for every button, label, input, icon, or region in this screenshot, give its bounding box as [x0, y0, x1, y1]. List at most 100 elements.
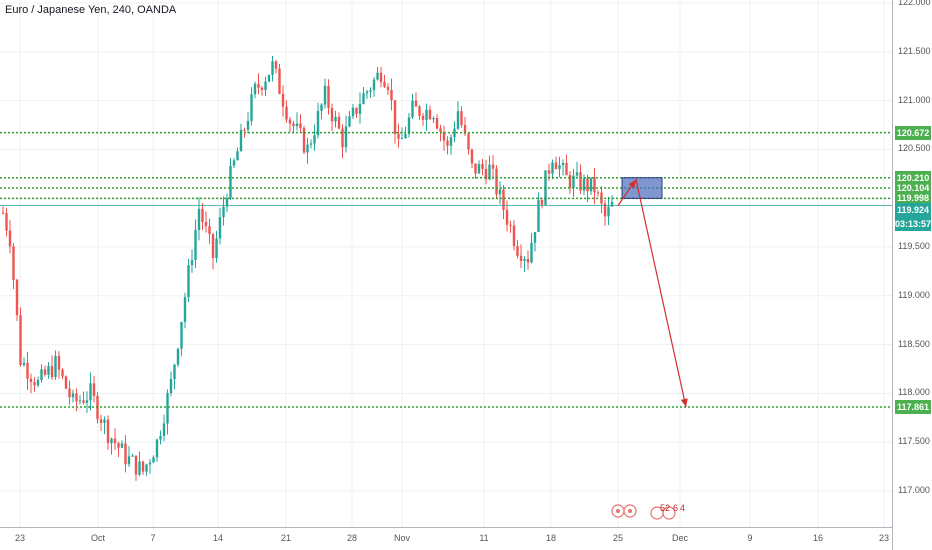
event-marker-icon	[616, 509, 620, 513]
candle-body	[190, 260, 194, 266]
candle-body	[183, 297, 187, 322]
candle-body	[484, 168, 488, 180]
time-tick-label: 28	[346, 533, 358, 543]
price-tick-label: 121.500	[898, 45, 931, 56]
candle-body	[383, 82, 386, 87]
time-tick-label: Nov	[393, 533, 411, 543]
candle-body	[110, 438, 113, 444]
price-tick-label: 120.500	[898, 143, 931, 154]
candle-body	[439, 128, 442, 132]
candle-body	[495, 168, 498, 195]
price-tick-label: 119.500	[898, 241, 930, 251]
candle-body	[481, 164, 484, 169]
candle-body	[99, 419, 103, 423]
candle-body	[411, 100, 414, 118]
candle-body	[218, 217, 222, 239]
candle-body	[194, 229, 197, 261]
price-axis[interactable]	[892, 0, 932, 550]
candle-body	[295, 123, 299, 127]
candle-body	[36, 379, 40, 386]
arrowhead-down-icon	[680, 398, 688, 407]
candle-body	[274, 61, 278, 69]
candle-body	[271, 61, 274, 75]
candle-body	[180, 321, 183, 349]
time-tick-label: 23	[14, 533, 26, 543]
candle-body	[414, 100, 418, 107]
projection-arrow[interactable]	[617, 178, 687, 408]
candle-body	[68, 388, 71, 398]
grid	[0, 0, 892, 527]
candle-body	[477, 164, 481, 174]
level-price-label[interactable]: 120.672	[895, 125, 931, 140]
candle-body	[330, 108, 334, 122]
price-tick-label: 122.000	[898, 0, 931, 7]
candle-body	[71, 393, 75, 398]
candle-body	[463, 125, 467, 134]
candle-body	[421, 115, 425, 120]
candle-body	[365, 91, 369, 94]
candle-body	[453, 128, 456, 138]
bar-countdown-label: 03:13:57	[895, 216, 932, 231]
candle-body	[162, 423, 166, 436]
candle-body	[148, 462, 152, 465]
event-count: 4	[680, 503, 686, 513]
candle-body	[26, 362, 29, 379]
candles	[1, 55, 614, 481]
level-price-label[interactable]: 119.998	[895, 191, 931, 206]
candle-body	[78, 400, 82, 402]
supply-zone-box[interactable]	[621, 177, 663, 199]
candle-body	[327, 85, 330, 109]
candle-body	[309, 143, 313, 145]
price-tick-label: 117.500	[898, 436, 930, 447]
candle-body	[225, 198, 229, 207]
time-axis[interactable]	[0, 527, 892, 528]
candle-body	[586, 178, 589, 192]
candle-body	[533, 232, 537, 243]
candle-body	[176, 348, 180, 365]
candle-body	[239, 129, 243, 152]
candle-body	[379, 72, 383, 83]
candle-body	[572, 175, 575, 188]
candle-body	[40, 369, 43, 380]
candle-body	[33, 382, 36, 386]
candle-body	[565, 162, 568, 176]
candle-body	[519, 255, 523, 261]
event-marker-icon	[628, 509, 632, 513]
horizontal-levels	[0, 131, 892, 408]
arrowhead-up-icon	[628, 179, 636, 189]
candle-body	[607, 206, 610, 217]
price-tick-label: 119.000	[898, 289, 930, 300]
price-tick-label: 117.000	[898, 485, 930, 495]
candle-body	[113, 438, 117, 444]
level-price-label[interactable]: 119.924	[895, 202, 931, 217]
level-price-label[interactable]: 117.861	[895, 399, 931, 414]
candle-body	[64, 376, 68, 389]
candle-body	[43, 369, 47, 375]
candle-body	[246, 120, 250, 130]
candle-body	[127, 456, 131, 465]
candle-body	[516, 246, 519, 256]
candle-body	[131, 455, 134, 457]
event-markers[interactable]	[611, 504, 676, 520]
candle-body	[169, 378, 173, 394]
candle-body	[75, 393, 78, 402]
time-tick-label: Dec	[671, 533, 689, 543]
candle-body	[558, 165, 561, 170]
candle-body	[432, 118, 435, 120]
event-count: 5	[660, 503, 666, 513]
price-tick-label: 118.500	[898, 338, 930, 349]
candle-body	[372, 79, 376, 91]
time-tick-label: 14	[212, 533, 224, 543]
candle-body	[145, 464, 148, 472]
candle-body	[442, 131, 446, 141]
candle-body	[229, 165, 232, 199]
candle-body	[243, 129, 246, 131]
candle-body	[82, 400, 85, 403]
candle-body	[386, 86, 390, 90]
time-tick-label: Oct	[90, 533, 106, 543]
candle-body	[50, 366, 54, 378]
candle-body	[526, 258, 530, 263]
candle-body	[208, 226, 211, 235]
candle-body	[124, 443, 127, 465]
